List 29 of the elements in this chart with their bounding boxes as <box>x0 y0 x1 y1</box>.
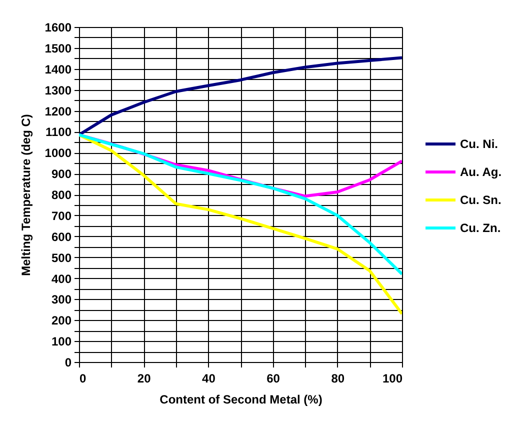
legend-label: Cu. Zn. <box>460 221 501 235</box>
y-tick-label: 1500 <box>44 41 72 56</box>
y-tick-label: 1100 <box>45 125 72 140</box>
y-tick-label: 900 <box>51 167 72 182</box>
x-axis-title: Content of Second Metal (%) <box>160 392 322 406</box>
x-tick-label: 0 <box>80 372 86 386</box>
y-tick-label: 1300 <box>44 83 72 98</box>
y-axis-title: Melting Temperature (deg C) <box>18 114 33 276</box>
y-tick-label: 1600 <box>44 20 72 34</box>
y-tick-label: 500 <box>51 250 72 265</box>
legend-label: Au. Ag. <box>460 165 502 179</box>
y-tick-label: 0 <box>64 356 72 370</box>
x-tick-label: 60 <box>266 372 280 386</box>
y-tick-label: 600 <box>51 230 72 244</box>
x-tick-label: 100 <box>382 372 403 386</box>
x-tick-label: 80 <box>331 372 345 386</box>
y-tick-label: 700 <box>51 208 72 223</box>
y-tick-label: 300 <box>51 292 72 307</box>
x-tick-label: 40 <box>202 372 216 386</box>
legend-label: Cu. Ni. <box>460 137 498 151</box>
y-tick-label: 1200 <box>44 104 72 118</box>
y-tick-label: 200 <box>51 314 72 328</box>
y-tick-label: 1000 <box>44 146 72 160</box>
x-tick-label: 20 <box>137 372 152 386</box>
y-tick-label: 1400 <box>44 62 72 76</box>
y-tick-label: 800 <box>51 188 72 202</box>
legend-label: Cu. Sn. <box>460 193 502 207</box>
y-tick-label: 100 <box>51 334 72 349</box>
y-tick-label: 400 <box>51 272 72 286</box>
